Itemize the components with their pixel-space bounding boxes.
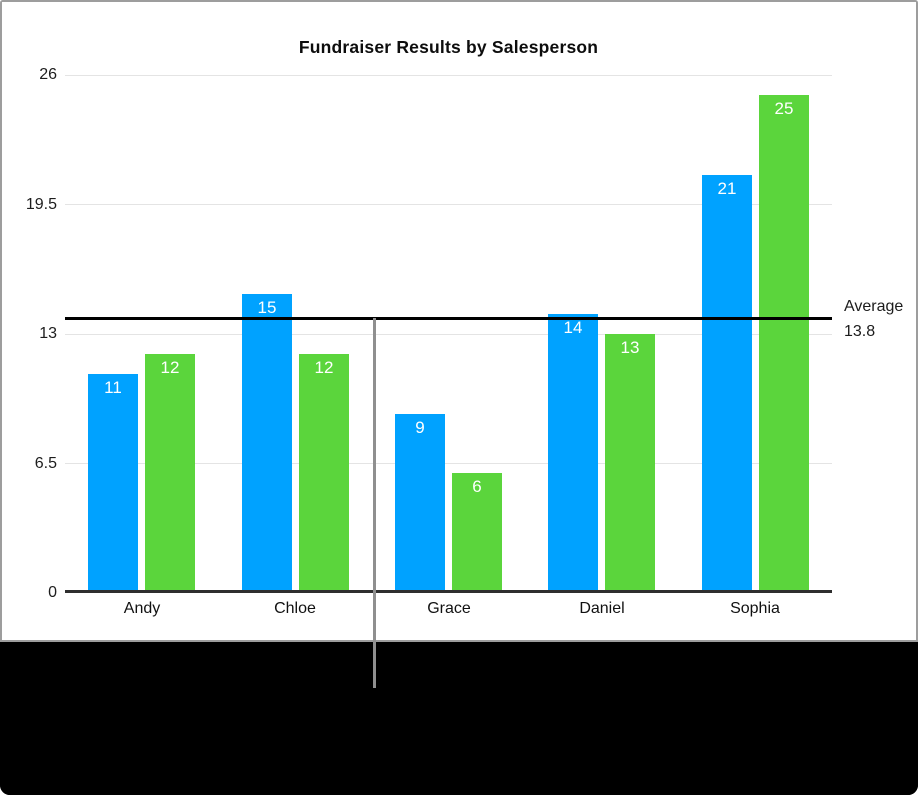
average-label-text: Average	[844, 298, 904, 315]
bar-series-green-chloe[interactable]: 12	[299, 354, 349, 593]
gridline-13	[65, 334, 832, 335]
bar-series-blue-andy[interactable]: 11	[88, 374, 138, 593]
bar-value-label: 21	[717, 179, 737, 198]
bar-value-label: 9	[415, 418, 425, 437]
bar-value-label: 11	[104, 378, 122, 397]
chart-panel: Fundraiser Results by Salesperson 11 12 15…	[0, 0, 918, 688]
gridline-19.5	[65, 204, 832, 205]
x-axis-category-label-andy: Andy	[123, 600, 161, 617]
chart-title: Fundraiser Results by Salesperson	[298, 37, 599, 57]
x-axis-category-label-sophia: Sophia	[730, 600, 780, 617]
bar-series-green-sophia[interactable]: 25	[759, 95, 809, 593]
bar-series-green-daniel[interactable]: 13	[605, 334, 655, 593]
y-axis-tick-label-0: 0	[48, 584, 57, 601]
average-reference-line[interactable]	[65, 317, 832, 320]
bar-series-blue-sophia[interactable]: 21	[702, 175, 752, 593]
reference-line-drag-guide[interactable]	[373, 318, 376, 688]
plot-area: 11 12 15 12 9 6 14 13 21 25	[65, 75, 832, 593]
bar-value-label: 25	[774, 99, 794, 118]
x-axis-line	[65, 590, 832, 593]
bar-value-label: 12	[160, 358, 180, 377]
average-reference-label: Average 13.8	[844, 294, 918, 344]
bar-value-label: 13	[620, 338, 640, 357]
bar-value-label: 12	[314, 358, 334, 377]
bar-series-blue-chloe[interactable]: 15	[242, 294, 292, 593]
average-value-text: 13.8	[844, 323, 876, 340]
bar-value-label: 14	[563, 318, 583, 337]
gridline-26	[65, 75, 832, 76]
bar-series-blue-daniel[interactable]: 14	[548, 314, 598, 593]
bar-value-label: 6	[472, 477, 482, 496]
y-axis-tick-label-26: 26	[39, 66, 57, 83]
bar-value-label: 15	[257, 298, 277, 317]
y-axis-tick-label-19.5: 19.5	[25, 196, 57, 213]
gridline-6.5	[65, 463, 832, 464]
bar-series-green-andy[interactable]: 12	[145, 354, 195, 593]
y-axis-tick-label-6.5: 6.5	[34, 455, 57, 472]
x-axis-category-label-grace: Grace	[427, 600, 471, 617]
x-axis-category-label-daniel: Daniel	[579, 600, 625, 617]
y-axis-tick-label-13: 13	[39, 325, 57, 342]
desktop-background-strip	[0, 642, 918, 795]
bar-series-blue-grace[interactable]: 9	[395, 414, 445, 593]
bar-series-green-grace[interactable]: 6	[452, 473, 502, 593]
x-axis-category-label-chloe: Chloe	[274, 600, 316, 617]
